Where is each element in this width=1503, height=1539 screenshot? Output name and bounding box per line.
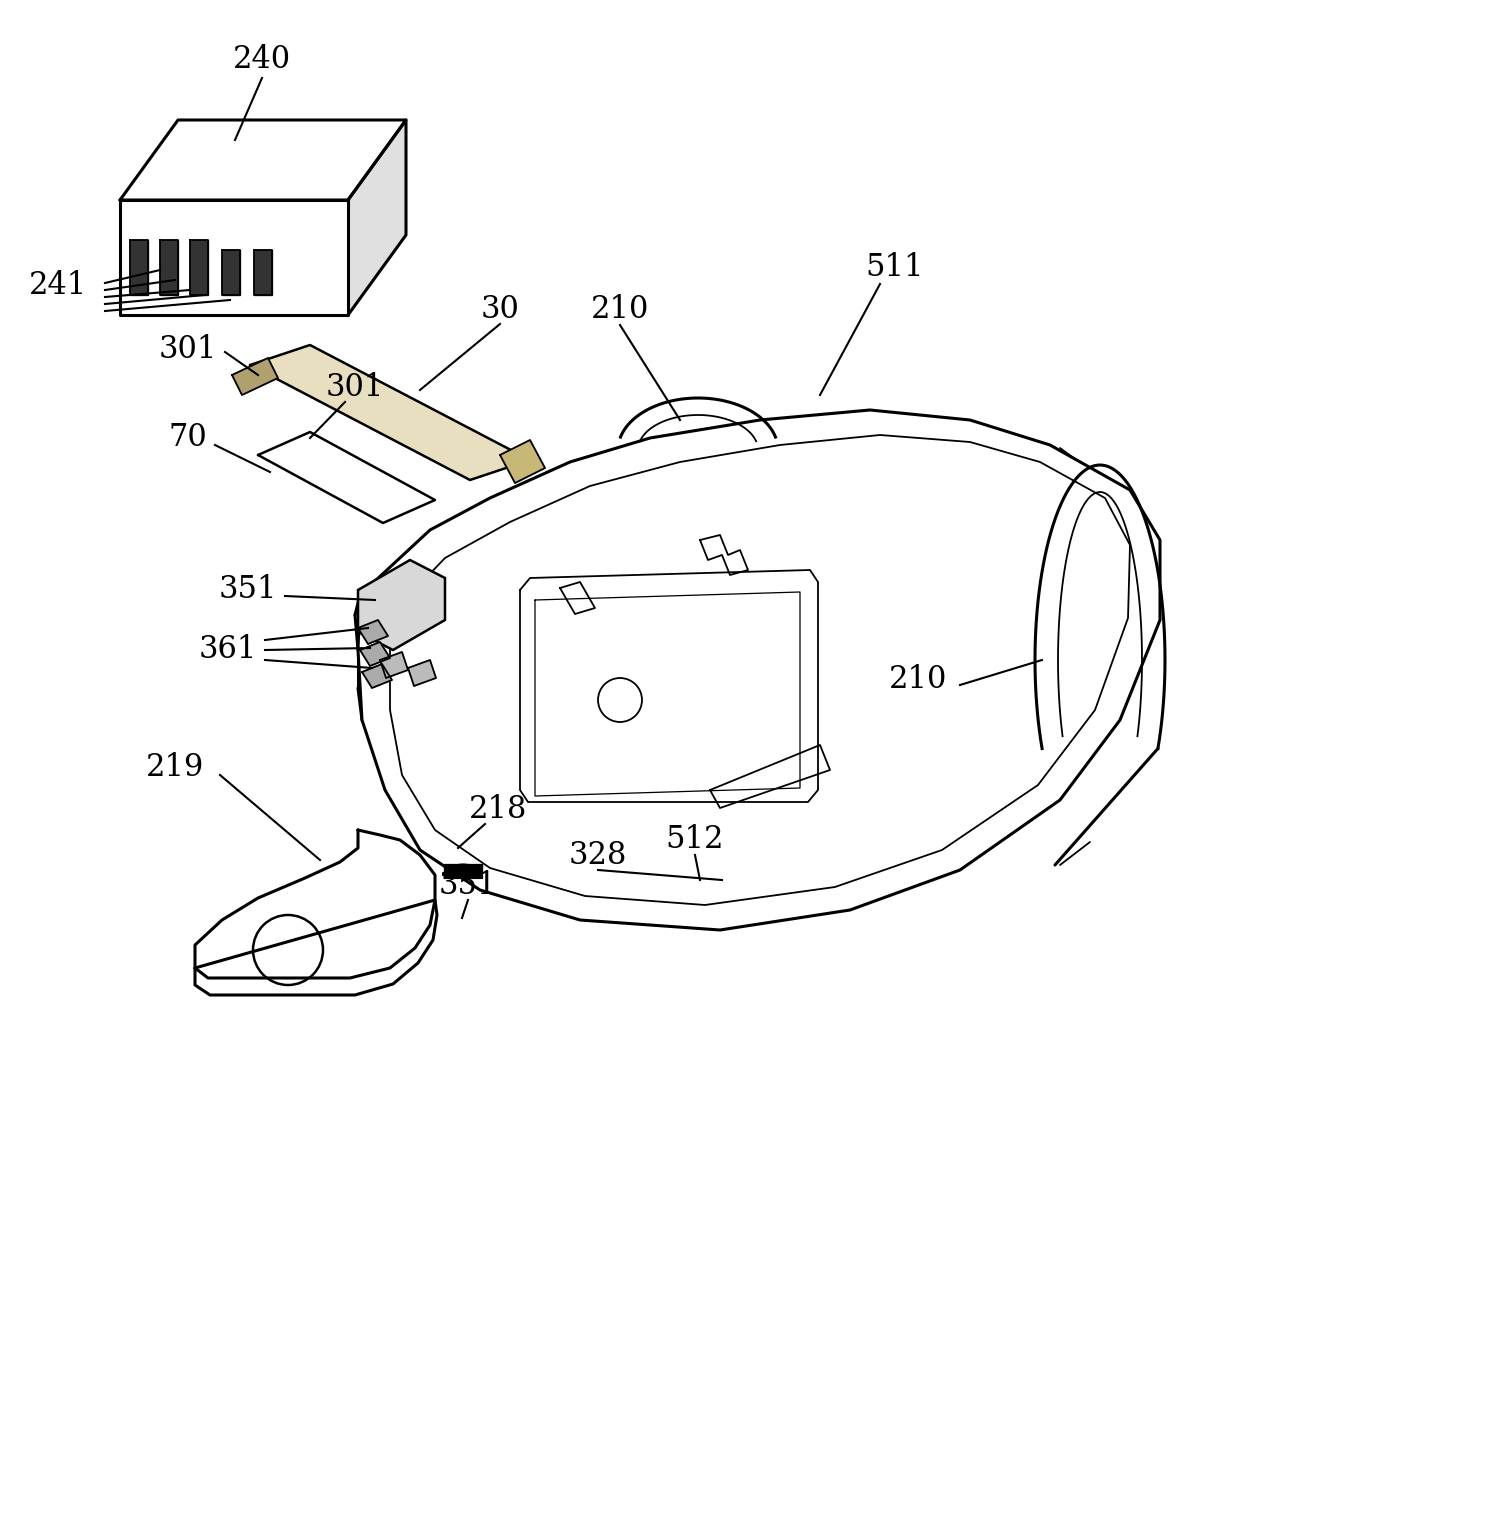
Text: 240: 240: [233, 45, 292, 75]
Text: 301: 301: [326, 372, 385, 403]
Polygon shape: [380, 653, 407, 679]
Text: 241: 241: [29, 269, 87, 300]
Polygon shape: [358, 620, 388, 643]
Polygon shape: [362, 663, 392, 688]
Polygon shape: [129, 240, 147, 295]
Polygon shape: [249, 345, 531, 480]
Text: 30: 30: [481, 294, 520, 326]
Polygon shape: [254, 249, 272, 295]
Text: 512: 512: [666, 825, 724, 856]
Text: 219: 219: [146, 753, 204, 783]
Text: 361: 361: [198, 634, 257, 665]
Polygon shape: [358, 560, 445, 649]
Text: 70: 70: [168, 423, 207, 454]
Polygon shape: [500, 440, 546, 483]
Text: 351: 351: [219, 574, 277, 605]
Polygon shape: [358, 409, 1160, 930]
Text: 210: 210: [888, 665, 947, 696]
Polygon shape: [159, 240, 177, 295]
Text: 328: 328: [568, 839, 627, 871]
Polygon shape: [361, 642, 389, 666]
Polygon shape: [195, 830, 434, 977]
Polygon shape: [407, 660, 436, 686]
Text: 218: 218: [469, 794, 528, 825]
Polygon shape: [120, 200, 349, 315]
Polygon shape: [120, 120, 406, 200]
Polygon shape: [349, 120, 406, 315]
Text: 301: 301: [159, 334, 218, 365]
Text: 210: 210: [591, 294, 649, 326]
Polygon shape: [222, 249, 240, 295]
Polygon shape: [189, 240, 207, 295]
Text: 511: 511: [866, 252, 924, 283]
Polygon shape: [231, 359, 278, 396]
Polygon shape: [259, 432, 434, 523]
Text: 351: 351: [439, 870, 497, 900]
